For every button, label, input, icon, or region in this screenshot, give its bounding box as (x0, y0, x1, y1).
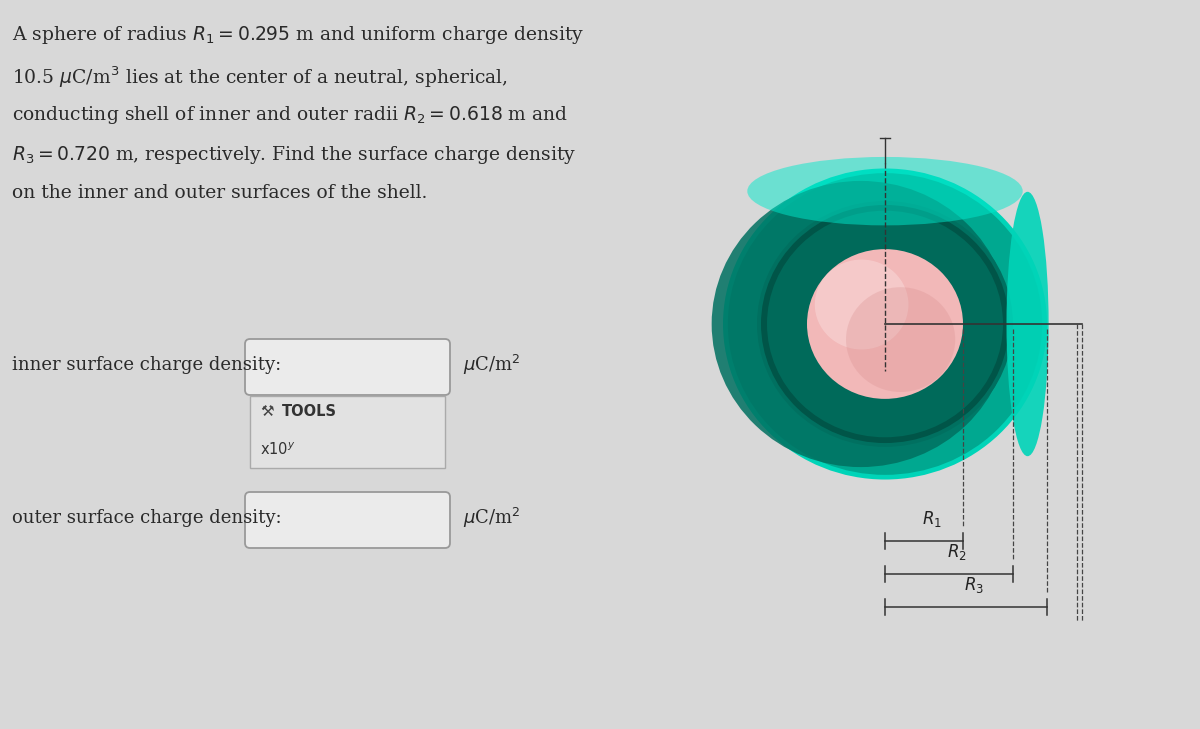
FancyBboxPatch shape (245, 492, 450, 548)
Text: $\mu$C/m$^2$: $\mu$C/m$^2$ (463, 506, 521, 530)
Text: on the inner and outer surfaces of the shell.: on the inner and outer surfaces of the s… (12, 184, 427, 202)
Ellipse shape (846, 287, 955, 392)
Ellipse shape (728, 174, 1042, 475)
Text: conducting shell of inner and outer radii $R_2 = 0.618$ m and: conducting shell of inner and outer radi… (12, 104, 569, 126)
Text: $R_1$: $R_1$ (922, 509, 942, 529)
Ellipse shape (1007, 192, 1049, 456)
Text: TOOLS: TOOLS (282, 404, 337, 419)
Text: x10$^y$: x10$^y$ (260, 441, 295, 458)
Text: $R_3$: $R_3$ (964, 575, 984, 595)
Text: A sphere of radius $R_1 = 0.295$ m and uniform charge density: A sphere of radius $R_1 = 0.295$ m and u… (12, 24, 584, 46)
Ellipse shape (808, 249, 964, 399)
Ellipse shape (761, 205, 1009, 443)
Text: $R_3 = 0.720$ m, respectively. Find the surface charge density: $R_3 = 0.720$ m, respectively. Find the … (12, 144, 576, 166)
Ellipse shape (712, 181, 1009, 467)
Ellipse shape (722, 168, 1046, 480)
Text: 10.5 $\mu$C/m$^3$ lies at the center of a neutral, spherical,: 10.5 $\mu$C/m$^3$ lies at the center of … (12, 64, 508, 90)
FancyBboxPatch shape (245, 339, 450, 395)
Ellipse shape (757, 201, 1013, 447)
Text: $R_2$: $R_2$ (947, 542, 967, 562)
Ellipse shape (748, 157, 1022, 225)
Text: outer surface charge density:: outer surface charge density: (12, 509, 282, 527)
Text: $\mu$C/m$^2$: $\mu$C/m$^2$ (463, 353, 521, 377)
Text: inner surface charge density:: inner surface charge density: (12, 356, 281, 374)
FancyBboxPatch shape (250, 396, 445, 468)
Text: ⚒: ⚒ (260, 404, 274, 419)
Ellipse shape (815, 260, 908, 349)
Ellipse shape (767, 211, 1003, 437)
